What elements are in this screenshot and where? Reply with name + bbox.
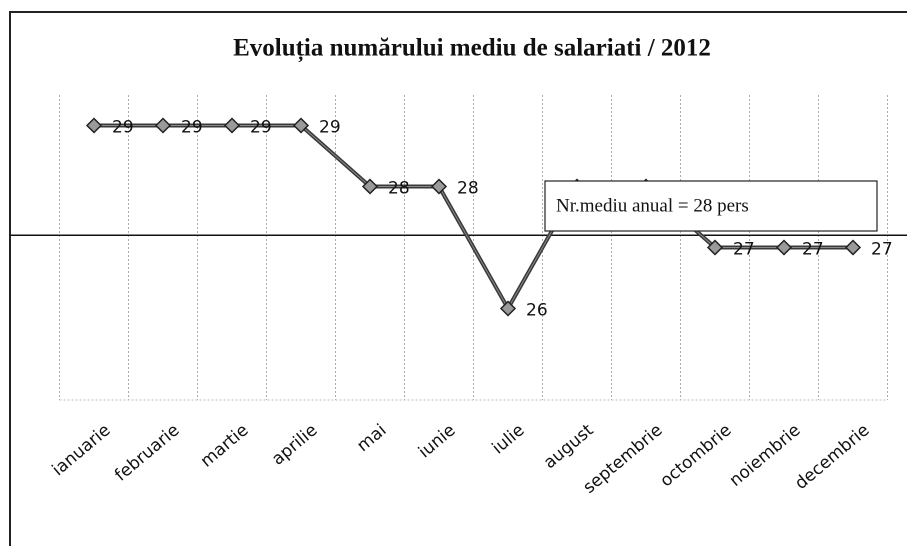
- chart-title: Evoluția numărului mediu de salariati / …: [233, 35, 711, 63]
- data-label: 29: [112, 118, 134, 138]
- chart-frame: [9, 11, 907, 546]
- data-label: 29: [181, 118, 203, 138]
- data-label: 26: [526, 301, 548, 321]
- x-tick-label: iulie: [488, 420, 528, 458]
- x-tick-label: decembrie: [791, 420, 873, 494]
- x-tick-label: aprilie: [268, 420, 321, 469]
- data-label: 27: [802, 240, 824, 260]
- x-tick-label: august: [540, 420, 598, 473]
- x-tick-label: octombrie: [656, 420, 735, 491]
- annotation: Nr.mediu anual = 28 pers: [556, 195, 749, 216]
- marker: [361, 178, 379, 195]
- data-label: 27: [871, 240, 893, 260]
- data-label: 29: [319, 118, 341, 138]
- marker: [85, 117, 103, 134]
- marker: [844, 239, 862, 256]
- data-label: 29: [250, 118, 272, 138]
- x-tick-label: martie: [197, 420, 253, 471]
- x-tick-label: iunie: [415, 420, 460, 462]
- data-line-inner: [94, 125, 853, 310]
- x-tick-label: mai: [353, 420, 390, 456]
- annotation-box: [544, 180, 878, 232]
- data-label: 28: [388, 179, 410, 199]
- marker: [706, 239, 724, 256]
- marker: [499, 300, 517, 317]
- marker: [292, 117, 310, 134]
- data-label: 28: [457, 179, 479, 199]
- marker: [775, 239, 793, 256]
- x-tick-label: ianuarie: [48, 420, 114, 480]
- data-label: 27: [733, 240, 755, 260]
- x-tick-label: februarie: [111, 420, 183, 485]
- marker: [223, 117, 241, 134]
- marker: [430, 178, 448, 195]
- marker: [154, 117, 172, 134]
